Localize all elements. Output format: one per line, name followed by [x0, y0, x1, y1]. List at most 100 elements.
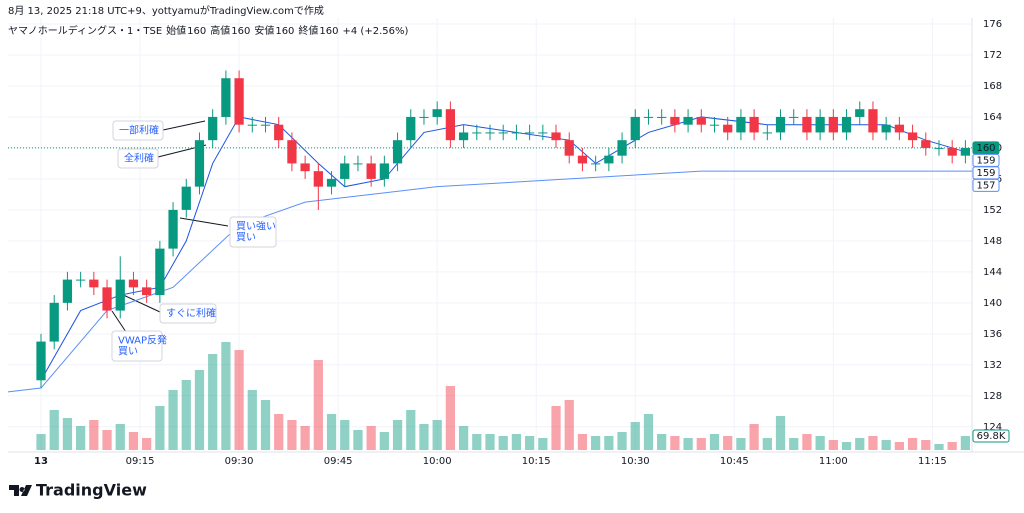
candle-body: [907, 132, 918, 141]
volume-bar: [102, 430, 112, 450]
candle-body: [855, 109, 865, 117]
volume-bar: [577, 434, 588, 450]
y-tick-label: 152: [983, 205, 1002, 216]
legend-value: 160: [275, 26, 294, 37]
candle-body: [432, 109, 442, 117]
candle-body: [485, 132, 495, 134]
candle-body: [630, 116, 640, 141]
annotation-text: すぐに利確: [166, 307, 216, 320]
volume-bar: [76, 426, 86, 450]
price-label: 159: [976, 155, 995, 166]
volume-bar: [247, 390, 257, 450]
volume-bar: [617, 432, 627, 450]
volume-bar: [921, 440, 931, 450]
price-label-box: [972, 178, 1000, 192]
annotation-text: 買い: [236, 232, 256, 244]
indicator-line: [7, 170, 972, 393]
candle-body: [49, 302, 59, 342]
candle-body: [102, 287, 112, 311]
candle-body: [841, 116, 852, 133]
volume-bar: [181, 380, 191, 450]
candle-body: [36, 341, 46, 381]
y-tick-label: 172: [983, 50, 1002, 61]
candle-body: [76, 279, 86, 281]
volume-bar: [815, 436, 825, 450]
candle-body: [498, 132, 508, 134]
y-tick-label: 164: [983, 112, 1002, 123]
candle-body: [366, 163, 376, 179]
x-tick-label: 11:15: [918, 456, 947, 467]
annotation-text: 買い: [118, 346, 138, 358]
volume-label-box: [972, 429, 1010, 443]
volume-bar: [894, 442, 904, 450]
volume-bar: [49, 410, 59, 450]
candle-body: [696, 116, 706, 125]
candle-body: [247, 124, 257, 126]
annotation-box: [112, 120, 164, 141]
annotation-box: [229, 216, 277, 248]
y-tick-label: 128: [983, 391, 1002, 402]
x-tick-label: 09:30: [225, 456, 254, 467]
candle-body: [947, 147, 957, 156]
volume-bar: [142, 438, 152, 450]
volume-bar: [538, 438, 548, 450]
volume-bar: [696, 438, 706, 450]
y-tick-label: 148: [983, 236, 1002, 247]
candle-body: [802, 116, 812, 133]
x-tick-label: 11:00: [819, 456, 848, 467]
volume-bar: [723, 436, 733, 450]
brand: TradingView: [36, 481, 147, 500]
candle-body: [551, 132, 561, 141]
legend-value: 160: [319, 26, 338, 37]
legend-label: 始値: [166, 24, 186, 37]
volume-bar: [643, 414, 654, 450]
volume-bar: [128, 432, 139, 450]
candle-body: [274, 124, 284, 141]
candle-body: [775, 116, 786, 133]
y-tick-label: 176: [983, 19, 1002, 30]
brand-logo: [9, 485, 32, 496]
x-tick-label: 10:45: [720, 456, 749, 467]
annotation-box: [159, 303, 217, 324]
candle-body: [419, 116, 429, 118]
x-tick-label: 13: [34, 456, 48, 467]
candle-body: [300, 163, 310, 172]
volume-bar: [604, 436, 614, 450]
volume-bar: [234, 350, 244, 450]
y-tick-label: 124: [983, 422, 1002, 433]
y-tick-label: 168: [983, 81, 1002, 92]
candle-body: [340, 163, 350, 179]
x-tick-label: 09:15: [126, 456, 155, 467]
legend-value: 160: [231, 26, 250, 37]
volume-bar: [564, 400, 574, 450]
candle-body: [670, 116, 680, 125]
candle-body: [194, 140, 205, 187]
price-label: 159: [976, 168, 995, 179]
candle-body: [604, 155, 614, 164]
volume-bar: [498, 436, 508, 450]
candle-body: [789, 116, 799, 118]
legend-value: 160: [187, 26, 206, 37]
annotation-box: [111, 330, 163, 362]
volume-bar: [472, 434, 482, 450]
candle-body: [313, 171, 323, 187]
chart-title: 8月 13, 2025 21:18 UTC+9、yottyamuがTrading…: [8, 4, 324, 17]
volume-bar: [260, 400, 271, 450]
price-label: 157: [976, 180, 995, 191]
volume-bar: [287, 420, 297, 450]
candle-body: [221, 78, 231, 117]
volume-label: 69.8K: [977, 431, 1006, 442]
legend-label: 終値: [298, 24, 318, 37]
y-tick-label: 140: [983, 298, 1002, 309]
volume-bar: [274, 414, 284, 450]
volume-bar: [326, 414, 337, 450]
y-tick-label: 144: [983, 267, 1002, 278]
legend-symbol: ヤマノホールディングス・1・TSE: [8, 24, 162, 37]
candle-body: [960, 147, 971, 156]
candle-body: [181, 186, 191, 210]
candle-body: [392, 140, 403, 164]
volume-bar: [934, 444, 944, 450]
candle-body: [168, 209, 178, 249]
candle-body: [524, 132, 535, 134]
